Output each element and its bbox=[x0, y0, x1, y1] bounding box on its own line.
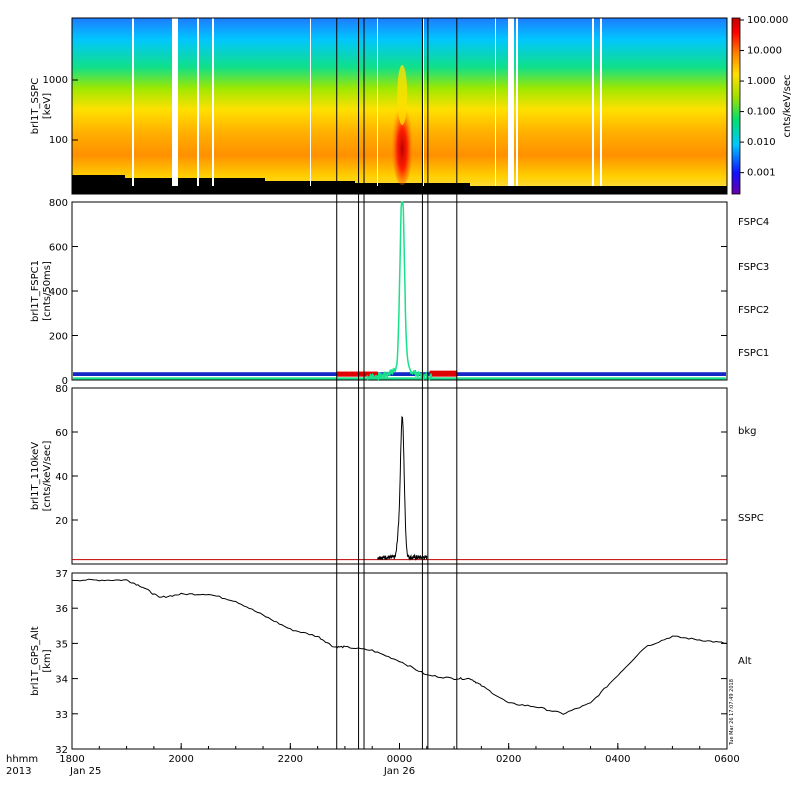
fspc-ytick-tick-label: 400 bbox=[49, 287, 68, 298]
fspc-legend: FSPC4 FSPC3 FSPC2 FSPC1 bbox=[738, 217, 769, 359]
alt-ytick-tick-label: 36 bbox=[55, 604, 68, 615]
sspc-spectrogram-panel: 1000 100 brl1T_SSPC [keV] bbox=[30, 17, 728, 195]
gps-altitude-trace bbox=[71, 578, 728, 715]
spectrogram-peak bbox=[391, 95, 414, 185]
rate-110kev-legend: bkg SSPC bbox=[738, 426, 764, 524]
colorbar-tick-label: 0.010 bbox=[747, 137, 776, 148]
data-gap bbox=[600, 18, 602, 186]
rate-legend-bkg: bkg bbox=[738, 426, 757, 437]
alt-ytick-tick-label: 37 bbox=[55, 569, 68, 580]
colorbar-tick-label: 0.100 bbox=[747, 107, 776, 118]
gps-altitude-yunit: [km] bbox=[42, 649, 53, 672]
colorbar-label: cnts/keV/sec bbox=[782, 75, 793, 138]
gps-altitude-ylabel: brl1T_GPS_Alt bbox=[30, 626, 41, 695]
fspc3-trace-segment bbox=[429, 370, 457, 377]
fspc3-trace-segment bbox=[336, 371, 378, 377]
gps-altitude-yticks: 37 36 35 34 33 32 bbox=[55, 569, 727, 756]
data-gap bbox=[516, 18, 518, 186]
spectrogram-yunit: [keV] bbox=[42, 93, 53, 119]
fspc2-baseline bbox=[73, 377, 726, 380]
rate-ytick-tick-label: 40 bbox=[55, 472, 68, 483]
colorbar-tick-label: 10.000 bbox=[747, 46, 782, 57]
spectrogram-ytick-100: 100 bbox=[49, 135, 68, 146]
colorbar-ticks: 100.000 10.000 1.000 0.100 0.010 0.001 bbox=[740, 15, 788, 179]
spectrogram-ytick-1000: 1000 bbox=[43, 75, 68, 86]
rate-ytick-tick-label: 60 bbox=[55, 428, 68, 439]
data-gap bbox=[132, 18, 134, 186]
event-markers bbox=[336, 18, 458, 749]
data-gap bbox=[423, 18, 424, 186]
time-tick-label: 0000 bbox=[387, 754, 412, 765]
data-gap bbox=[508, 18, 514, 186]
axis-corner-year: 2013 bbox=[6, 766, 31, 777]
gps-altitude-frame bbox=[71, 572, 728, 750]
alt-ytick-tick-label: 35 bbox=[55, 639, 68, 650]
alt-ytick-tick-label: 34 bbox=[55, 675, 68, 686]
alt-ytick-tick-label: 33 bbox=[55, 710, 68, 721]
gps-altitude-legend: Alt bbox=[738, 656, 752, 667]
data-gap bbox=[310, 18, 311, 186]
altitude-trace bbox=[71, 578, 728, 715]
fspc-legend-fspc1: FSPC1 bbox=[738, 348, 769, 359]
fspc-panel: 800 600 400 200 0 brl1T_FSPC1 [cnts/50ms] FS… bbox=[30, 198, 769, 387]
time-tick-label: 0200 bbox=[496, 754, 521, 765]
data-gap bbox=[377, 18, 378, 186]
time-axis: hhmm 2013 1800 2000 2200 0000 0200 0400 0600 Ja… bbox=[6, 743, 740, 777]
rate-110kev-ylabel: brl1T_110keV bbox=[30, 442, 41, 510]
fspc2-peak-trace bbox=[366, 201, 433, 382]
fspc-ytick-tick-label: 0 bbox=[62, 376, 68, 387]
data-gap bbox=[592, 18, 594, 186]
data-gap bbox=[495, 18, 496, 186]
time-tick-label: 2000 bbox=[168, 754, 193, 765]
fspc-legend-fspc2: FSPC2 bbox=[738, 305, 769, 316]
fspc-ytick-tick-label: 600 bbox=[49, 243, 68, 254]
rate-110kev-yunit: [cnts/keV/sec] bbox=[42, 441, 53, 512]
rate-110kev-yticks: 80 60 40 20 bbox=[55, 384, 727, 527]
colorbar-tick-label: 100.000 bbox=[747, 15, 788, 26]
time-tick-label: 0400 bbox=[605, 754, 630, 765]
fspc-ytick-tick-label: 200 bbox=[49, 332, 68, 343]
fspc-ytick-tick-label: 800 bbox=[49, 198, 68, 209]
spectrogram-frame bbox=[71, 17, 728, 195]
date-label-jan25: Jan 25 bbox=[69, 766, 101, 777]
data-gap bbox=[197, 18, 199, 186]
alt-legend-alt: Alt bbox=[738, 656, 752, 667]
fspc-yunit: [cnts/50ms] bbox=[42, 261, 53, 321]
data-gap bbox=[172, 18, 178, 186]
spectrogram-peak-plume bbox=[397, 65, 408, 125]
time-tick-label: 1800 bbox=[59, 754, 84, 765]
colorbar-tick-label: 0.001 bbox=[747, 168, 776, 179]
alt-ytick-tick-label: 32 bbox=[55, 745, 68, 756]
gps-altitude-panel: 37 36 35 34 33 32 brl1T_GPS_Alt [km] Alt Tue … bbox=[30, 569, 752, 756]
data-gap bbox=[212, 18, 214, 186]
fspc1-trace bbox=[73, 372, 726, 376]
fspc-traces bbox=[73, 201, 726, 382]
spectrogram-low-energy-cutoff bbox=[72, 175, 727, 194]
axis-corner-hhmm: hhmm bbox=[6, 754, 38, 765]
rate-110kev-traces bbox=[72, 415, 727, 561]
rate-110kev-panel: 80 60 40 20 brl1T_110keV [cnts/keV/sec] bkg… bbox=[30, 384, 764, 565]
time-tick-label: 0600 bbox=[714, 754, 739, 765]
spectrogram-data-gaps bbox=[132, 18, 602, 186]
time-tick-label: 2200 bbox=[278, 754, 303, 765]
colorbar: 100.000 10.000 1.000 0.100 0.010 0.001 cnts/k… bbox=[731, 15, 793, 195]
date-label-jan26: Jan 26 bbox=[383, 766, 415, 777]
fspc-legend-fspc4: FSPC4 bbox=[738, 217, 769, 228]
fspc-yticks: 800 600 400 200 0 bbox=[49, 198, 727, 387]
colorbar-scale bbox=[731, 17, 741, 195]
fspc-legend-fspc3: FSPC3 bbox=[738, 262, 769, 273]
rate-110kev-frame bbox=[71, 387, 728, 565]
fspc-ylabel: brl1T_FSPC1 bbox=[30, 260, 41, 322]
spectrogram-ylabel: brl1T_SSPC bbox=[30, 78, 41, 134]
rate-ytick-tick-label: 80 bbox=[55, 384, 68, 395]
footer-stamp: Tue Mar 26 17:07:49 2018 bbox=[729, 679, 735, 746]
sspc-trace bbox=[377, 415, 428, 561]
rate-legend-sspc: SSPC bbox=[738, 513, 764, 524]
colorbar-tick-label: 1.000 bbox=[747, 76, 776, 87]
rate-ytick-tick-label: 20 bbox=[55, 516, 68, 527]
